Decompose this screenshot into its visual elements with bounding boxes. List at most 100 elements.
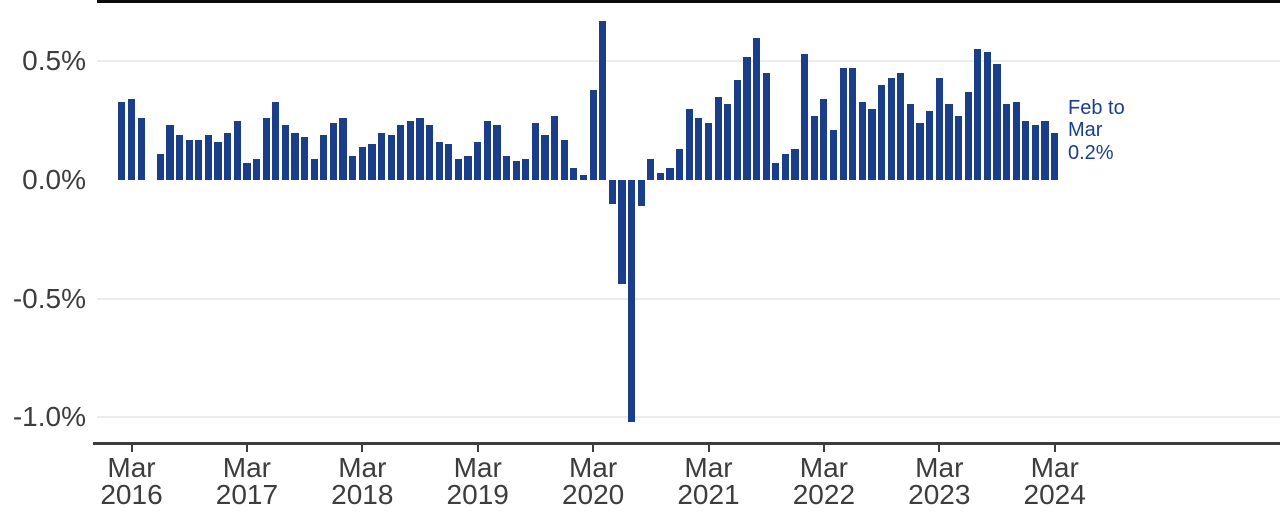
x-tick-label-month: Mar	[222, 452, 272, 483]
bar	[397, 125, 405, 180]
bar	[339, 118, 347, 180]
bar	[541, 134, 549, 180]
x-tick-label-year: 2020	[561, 479, 625, 510]
x-tick-label: Mar 2018	[292, 454, 432, 509]
bar	[637, 180, 645, 207]
bar	[368, 144, 376, 180]
x-tick-label-month: Mar	[1030, 452, 1079, 483]
x-tick-label: Mar 2022	[754, 452, 894, 510]
bar	[656, 172, 664, 180]
x-tick-label-month: Mar	[915, 452, 964, 483]
bar	[387, 134, 395, 180]
bar	[118, 101, 126, 180]
x-tick-label-year: 2016	[100, 479, 163, 510]
bar	[195, 139, 203, 180]
bar	[426, 125, 434, 180]
x-axis-tick	[938, 444, 941, 452]
bar	[666, 168, 674, 180]
x-tick-label: Mar 2021	[639, 452, 779, 510]
bar	[724, 104, 732, 180]
x-tick-label-year: 2021	[677, 479, 740, 510]
bar	[531, 123, 539, 180]
x-tick-label-year: 2022	[792, 479, 856, 510]
gridline	[97, 297, 1280, 300]
bar	[127, 99, 136, 180]
bar	[137, 118, 145, 180]
bar	[204, 134, 213, 180]
bar	[301, 137, 309, 180]
bar	[224, 132, 232, 180]
bar	[512, 161, 520, 180]
bar	[1012, 101, 1020, 180]
annotation-line-3: 0.2%	[1068, 141, 1114, 164]
x-axis-line	[93, 442, 1280, 445]
bar	[695, 118, 703, 180]
bar	[849, 68, 857, 180]
x-tick-label: Mar 2020	[523, 454, 663, 510]
bar	[570, 168, 578, 180]
x-tick-label: Mar 2024	[985, 452, 1125, 509]
x-tick-label-month: Mar	[799, 452, 848, 483]
x-axis-tick	[476, 444, 479, 452]
bar	[252, 158, 261, 180]
x-tick-label: Mar 2023	[869, 452, 1009, 509]
x-axis-tick	[822, 444, 825, 452]
bar	[993, 63, 1001, 180]
bar	[647, 158, 655, 180]
y-tick-label: -0.5%	[12, 282, 86, 314]
bar	[454, 158, 463, 180]
bar	[551, 115, 559, 180]
bar	[320, 134, 328, 180]
x-axis-tick	[361, 444, 364, 452]
bar	[926, 111, 934, 180]
x-axis-tick	[245, 444, 248, 452]
bar	[233, 120, 241, 180]
bar	[464, 156, 472, 180]
bar	[906, 104, 915, 180]
gridline	[97, 60, 1280, 63]
bar	[483, 120, 491, 180]
bar	[762, 73, 770, 180]
bar	[810, 115, 818, 180]
bar	[1003, 104, 1011, 180]
x-tick-label-year: 2019	[446, 479, 509, 510]
bar	[175, 134, 184, 180]
bar	[897, 73, 905, 180]
bar	[1022, 120, 1030, 180]
x-axis-tick	[592, 444, 595, 452]
bar	[878, 85, 886, 180]
bar	[243, 163, 251, 180]
bar	[329, 123, 338, 180]
bar	[474, 142, 482, 180]
bar	[358, 146, 366, 180]
bar	[349, 156, 357, 180]
bar	[916, 123, 924, 180]
bar	[704, 123, 713, 180]
bar	[445, 144, 453, 180]
gridline	[97, 416, 1280, 419]
bar	[281, 125, 289, 180]
bar	[829, 130, 838, 180]
bar	[589, 89, 597, 180]
bar	[685, 108, 693, 180]
bar	[839, 68, 847, 180]
bar	[743, 56, 751, 180]
bar	[1031, 125, 1040, 180]
x-tick-label-month: Mar	[684, 452, 733, 483]
bar	[618, 180, 626, 285]
x-tick-label-month: Mar	[453, 452, 502, 483]
bar	[416, 118, 424, 180]
bar	[714, 96, 722, 180]
x-tick-label-year: 2017	[215, 479, 279, 510]
x-tick-label: Mar 2017	[177, 452, 317, 510]
bar	[733, 80, 741, 180]
bar	[406, 120, 414, 180]
bar	[156, 153, 164, 180]
bar	[166, 125, 174, 180]
y-tick-label: -1.0%	[12, 401, 86, 433]
bar	[579, 175, 588, 180]
y-tick-label: 0.0%	[22, 164, 86, 195]
bar	[435, 142, 443, 180]
bar	[858, 101, 866, 180]
